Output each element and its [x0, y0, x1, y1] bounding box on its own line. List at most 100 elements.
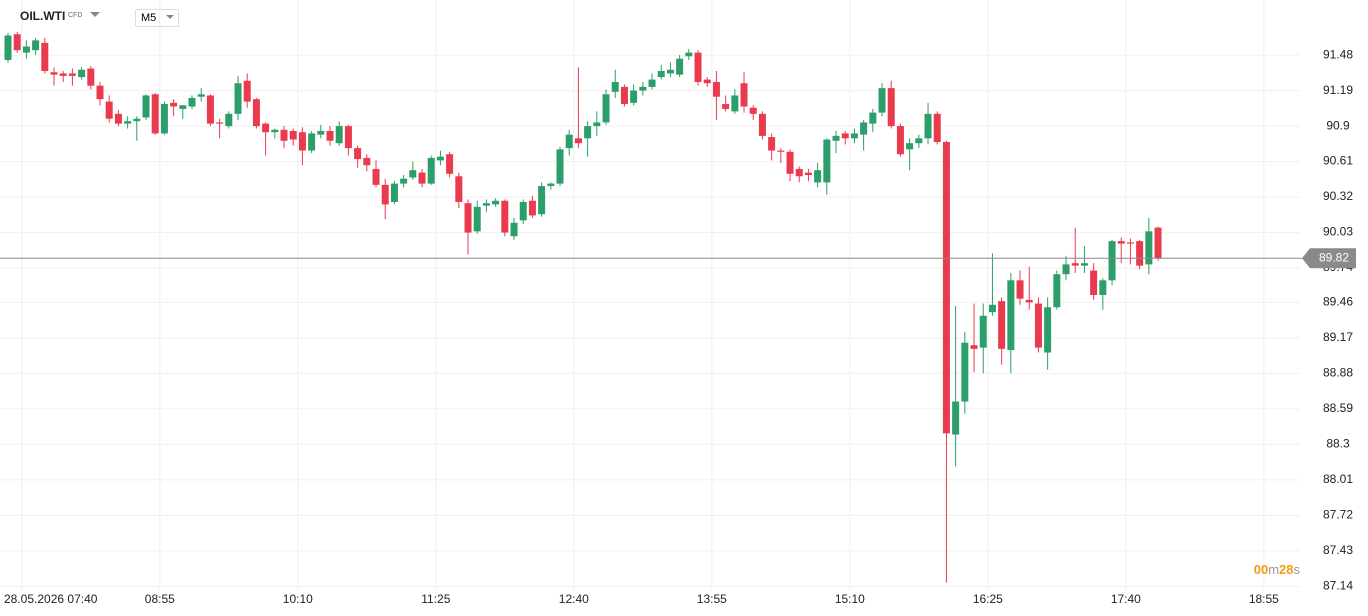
candle-body	[170, 102, 178, 107]
candle-body	[133, 118, 141, 122]
candle-body	[1117, 241, 1125, 244]
candle-body	[1053, 274, 1061, 308]
y-tick-label: 87.14	[1323, 578, 1353, 592]
candle-body	[262, 123, 270, 133]
candle-body	[712, 82, 720, 97]
candle-body	[547, 183, 555, 187]
candle-body	[556, 149, 564, 184]
candle-body	[50, 72, 58, 75]
candle-body	[795, 168, 803, 177]
x-tick-label: 13:55	[697, 592, 727, 606]
candle-body	[740, 83, 748, 107]
candle-body	[151, 94, 159, 134]
candle-body	[363, 157, 371, 166]
candle-body	[887, 88, 895, 127]
candle-body	[427, 157, 435, 184]
candle-body	[216, 122, 224, 124]
countdown-unit: m	[1268, 562, 1279, 577]
y-tick-label: 87.43	[1323, 543, 1353, 557]
y-tick-label: 89.17	[1323, 330, 1353, 344]
candle-body	[832, 135, 840, 141]
candle-body	[620, 86, 628, 105]
symbol[interactable]: OIL.WTI	[20, 9, 66, 23]
candle-body	[952, 401, 960, 435]
x-tick-label: 08:55	[145, 592, 175, 606]
candle-body	[850, 133, 858, 139]
candle-body	[786, 151, 794, 174]
candle-body	[78, 69, 86, 78]
symbol-dropdown-arrow[interactable]	[90, 12, 100, 18]
y-tick-label: 90.03	[1323, 225, 1353, 239]
candle-body	[988, 304, 996, 313]
candle-body	[1090, 270, 1098, 295]
candle-body	[869, 112, 877, 124]
candle-body	[271, 129, 279, 133]
candle-body	[160, 104, 168, 134]
candle-body	[1025, 299, 1033, 303]
y-tick-label: 87.72	[1323, 508, 1353, 522]
candle-body	[703, 79, 711, 84]
x-tick-label: 28.05.2026 07:40	[4, 592, 98, 606]
x-tick-label: 12:40	[559, 592, 589, 606]
y-tick-label: 89.74	[1323, 260, 1353, 274]
y-tick-label: 90.9	[1326, 118, 1350, 132]
candle-body	[777, 150, 785, 152]
candle-body	[206, 95, 214, 124]
candle-body	[694, 52, 702, 83]
candle-body	[528, 200, 536, 216]
candle-body	[1136, 241, 1144, 266]
candle-body	[455, 176, 463, 202]
candle-body	[418, 172, 426, 184]
candle-body	[676, 58, 684, 75]
candle-body	[400, 178, 408, 184]
y-tick-label: 88.3	[1326, 437, 1350, 451]
x-tick-label: 15:10	[835, 592, 865, 606]
candle-body	[473, 206, 481, 232]
y-tick-label: 91.48	[1323, 47, 1353, 61]
candle-body	[896, 126, 904, 155]
y-tick-label: 88.01	[1323, 472, 1353, 486]
candle-body	[924, 113, 932, 139]
candle-body	[510, 222, 518, 237]
candle-body	[289, 130, 297, 140]
candle-body	[878, 88, 886, 113]
timeframe: M5	[141, 12, 157, 24]
candle-body	[464, 203, 472, 233]
candle-body	[1108, 241, 1116, 281]
x-tick-label: 11:25	[421, 592, 450, 606]
candle-body	[344, 126, 352, 149]
candle-body	[804, 172, 812, 176]
candle-body	[933, 113, 941, 142]
candle-body	[961, 342, 969, 402]
candle-body	[59, 73, 67, 76]
candle-body	[630, 90, 638, 103]
y-tick-label: 89.46	[1323, 295, 1353, 309]
instrument-type: CFD	[68, 12, 83, 19]
candle-body	[1154, 227, 1162, 259]
candle-body	[41, 42, 49, 71]
candle-body	[482, 203, 490, 206]
candle-body	[13, 34, 21, 51]
candle-body	[648, 79, 656, 87]
candle-body	[639, 86, 647, 91]
candle-body	[574, 138, 582, 144]
candle-body	[1034, 303, 1042, 348]
candle-body	[915, 138, 923, 144]
y-tick-label: 90.32	[1323, 189, 1353, 203]
candle-body	[1044, 307, 1052, 353]
candle-body	[409, 170, 417, 178]
candle-body	[685, 52, 693, 57]
candle-body	[105, 101, 113, 119]
timeframe-select[interactable]: M5	[135, 9, 179, 27]
candle-body	[1071, 263, 1079, 266]
candle-body	[68, 73, 76, 76]
countdown-unit: s	[1294, 562, 1301, 577]
candle-body	[860, 122, 868, 135]
candle-body	[979, 315, 987, 348]
y-tick-label: 88.59	[1323, 401, 1353, 415]
x-tick-label: 17:40	[1111, 592, 1141, 606]
candle-body	[814, 170, 822, 183]
x-tick-label: 16:25	[973, 592, 1003, 606]
